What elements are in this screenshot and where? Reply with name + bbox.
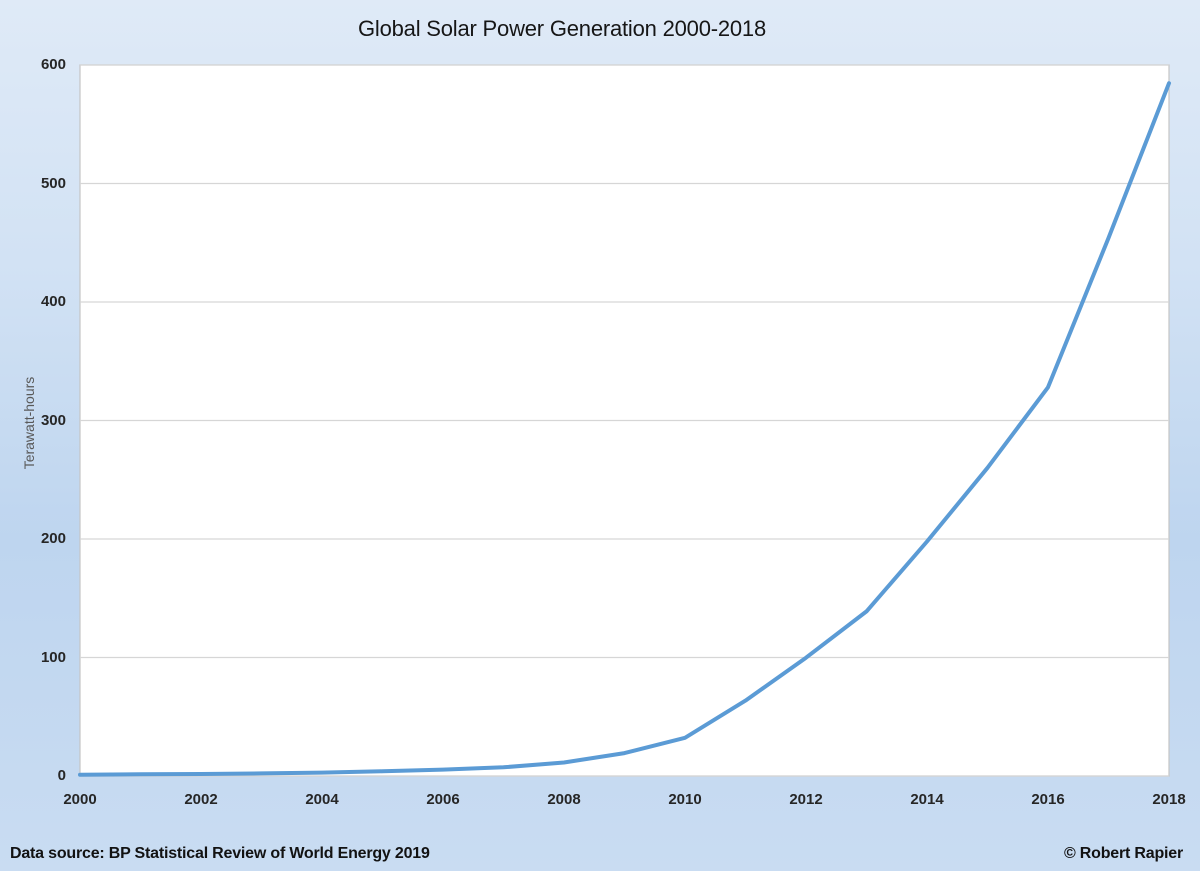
y-tick-label-300: 300 bbox=[40, 411, 66, 429]
y-tick-label-0: 0 bbox=[57, 767, 66, 784]
x-tick-label-2010: 2010 bbox=[668, 791, 702, 808]
chart-title: Global Solar Power Generation 2000-2018 bbox=[357, 16, 767, 41]
solar-generation-line bbox=[78, 81, 1171, 777]
x-tick-label-2004: 2004 bbox=[305, 791, 339, 808]
y-tick-label-200: 200 bbox=[40, 530, 66, 547]
x-tick-label-2014: 2014 bbox=[910, 791, 944, 808]
data-source-note: Data source: BP Statistical Review of Wo… bbox=[10, 845, 430, 862]
x-tick-label-2012: 2012 bbox=[789, 791, 823, 808]
y-tick-label-600: 600 bbox=[40, 56, 66, 73]
x-tick-label-2006: 2006 bbox=[426, 791, 460, 808]
y-tick-label-400: 400 bbox=[40, 293, 66, 310]
x-tick-label-2018: 2018 bbox=[1152, 791, 1186, 808]
y-tick-label-500: 500 bbox=[40, 174, 66, 192]
x-tick-label-2016: 2016 bbox=[1031, 791, 1065, 808]
x-tick-label-2002: 2002 bbox=[184, 791, 218, 808]
copyright-note: © Robert Rapier bbox=[1063, 845, 1183, 862]
x-tick-label-2000: 2000 bbox=[63, 791, 97, 808]
y-tick-label-100: 100 bbox=[40, 648, 66, 666]
x-tick-label-2008: 2008 bbox=[547, 791, 581, 808]
